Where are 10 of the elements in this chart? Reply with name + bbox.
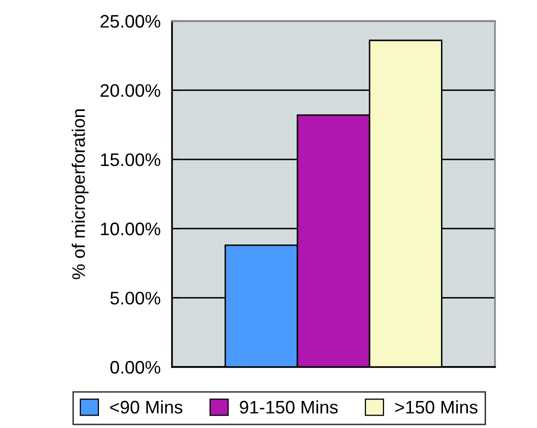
- y-tick-label: 15.00%: [101, 153, 160, 166]
- y-tick-label: 10.00%: [101, 222, 160, 236]
- y-tick-label: 25.00%: [100, 14, 160, 28]
- legend-label: >150 Mins: [395, 400, 478, 414]
- y-tick-label: 20.00%: [100, 84, 160, 97]
- y-tick-label: 0.00%: [110, 360, 160, 374]
- legend-label: <90 Mins: [110, 400, 182, 414]
- legend-label: 91-150 Mins: [240, 400, 338, 414]
- y-tick-label: 5.00%: [110, 292, 160, 305]
- y-axis-title: % of microperforation: [72, 109, 89, 280]
